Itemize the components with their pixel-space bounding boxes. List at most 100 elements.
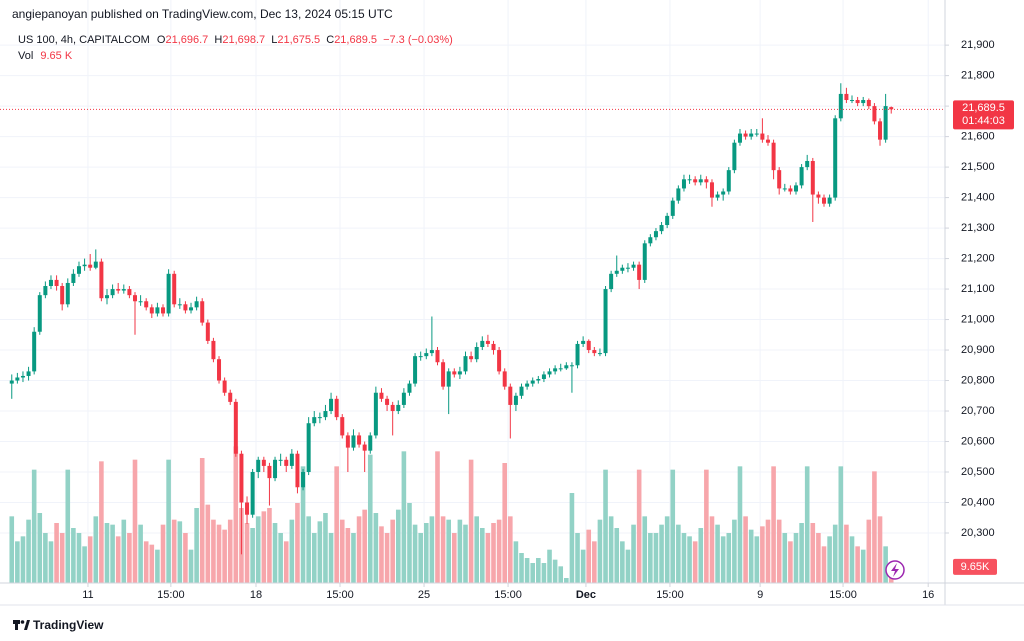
symbol: US 100, 4h, CAPITALCOM (18, 34, 150, 46)
volume-bar (261, 511, 267, 583)
y-tick-label: 20,800 (961, 374, 995, 386)
volume-bar (508, 516, 513, 583)
volume-bar (513, 541, 519, 583)
candle-body (603, 289, 608, 354)
o-value: 21,696.7 (165, 34, 208, 46)
candle-body (676, 188, 681, 201)
volume-bar (463, 524, 468, 583)
volume-bar (664, 516, 670, 583)
candle-body (172, 273, 177, 305)
candle-body (749, 133, 754, 137)
candle-body (805, 160, 810, 168)
volume-bar (183, 533, 188, 583)
candle-body (833, 118, 838, 198)
candle-body (838, 93, 843, 119)
volume-bar (323, 513, 328, 583)
volume-bar (373, 513, 379, 583)
candle-body (239, 453, 244, 503)
candle-body (693, 179, 698, 183)
volume-bar (132, 459, 138, 583)
candle-body (43, 286, 48, 296)
volume-bar (82, 546, 87, 583)
candle-body (480, 340, 485, 347)
volume-bar (480, 528, 485, 583)
h-value: 21,698.7 (222, 34, 265, 46)
y-tick-label: 21,400 (961, 191, 995, 203)
lightning-icon[interactable] (885, 560, 905, 580)
volume-bar (855, 546, 860, 583)
volume-bar (199, 458, 205, 583)
candle-body (222, 380, 227, 393)
volume-bar (244, 523, 250, 583)
vol-label: Vol (18, 50, 33, 62)
volume-bar (636, 469, 642, 583)
candle-body (452, 371, 457, 375)
volume-bar (715, 524, 720, 583)
candle-body (513, 395, 518, 405)
candle-body (530, 380, 535, 384)
volume-bar (211, 519, 216, 583)
candle-body (620, 267, 625, 271)
candle-body (32, 331, 37, 372)
volume-bar (59, 533, 65, 583)
candle-body (317, 417, 322, 419)
candle-body (665, 215, 670, 226)
c-value: 21,689.5 (334, 34, 377, 46)
candle-body (861, 100, 866, 104)
candle-body (284, 459, 289, 466)
footer-logo: TradingView (13, 618, 104, 632)
candle-body (872, 106, 877, 122)
volume-bar (306, 516, 311, 583)
y-tick-label: 21,200 (961, 252, 995, 264)
volume-bar (625, 549, 631, 583)
volume-bar (227, 519, 233, 583)
published-line: angiepanoyan published on TradingView.co… (12, 7, 393, 21)
y-tick-label: 21,100 (961, 283, 995, 295)
candle-body (519, 386, 524, 396)
x-tick-label: 15:00 (494, 589, 522, 601)
candle-body (614, 270, 619, 274)
candle-body (575, 343, 580, 366)
volume-bar (216, 524, 222, 583)
volume-bar (748, 529, 754, 583)
volume-bar (608, 516, 614, 583)
y-tick-label: 21,300 (961, 222, 995, 234)
candle-body (866, 100, 871, 107)
candle-body (631, 264, 636, 268)
candle-body (424, 353, 429, 357)
candle-body (9, 380, 14, 384)
volume-bar (407, 503, 412, 583)
candle-body (217, 359, 222, 381)
candle-body (312, 417, 317, 424)
lightning-bolt[interactable] (891, 563, 899, 577)
volume-bar (659, 524, 664, 583)
volume-bar (48, 541, 54, 583)
volume-bar (681, 533, 687, 583)
candle-body (250, 472, 255, 515)
candle-body (161, 307, 166, 314)
volume-bar (65, 469, 71, 583)
volume-bar (283, 541, 289, 583)
candle-body (76, 266, 81, 274)
volume-bar (676, 524, 681, 583)
volume-tag-text: 9.65K (961, 561, 990, 573)
volume-bar (754, 536, 760, 583)
candle-body (558, 368, 563, 370)
volume-bar (765, 519, 771, 583)
volume-bar (395, 509, 401, 583)
volume-bar (31, 469, 37, 583)
candle-body (782, 188, 787, 190)
volume-bar (317, 521, 323, 583)
candle-body (138, 301, 143, 303)
candle-body (625, 267, 630, 269)
volume-bar (143, 541, 149, 583)
volume-bar (687, 536, 692, 583)
volume-bar (541, 563, 547, 583)
candle-body (104, 295, 109, 299)
volume-bar (788, 541, 793, 583)
volume-bar (423, 523, 429, 583)
volume-bar (412, 524, 418, 583)
price-tag (953, 100, 1014, 130)
footer-text: TradingView (33, 618, 104, 632)
